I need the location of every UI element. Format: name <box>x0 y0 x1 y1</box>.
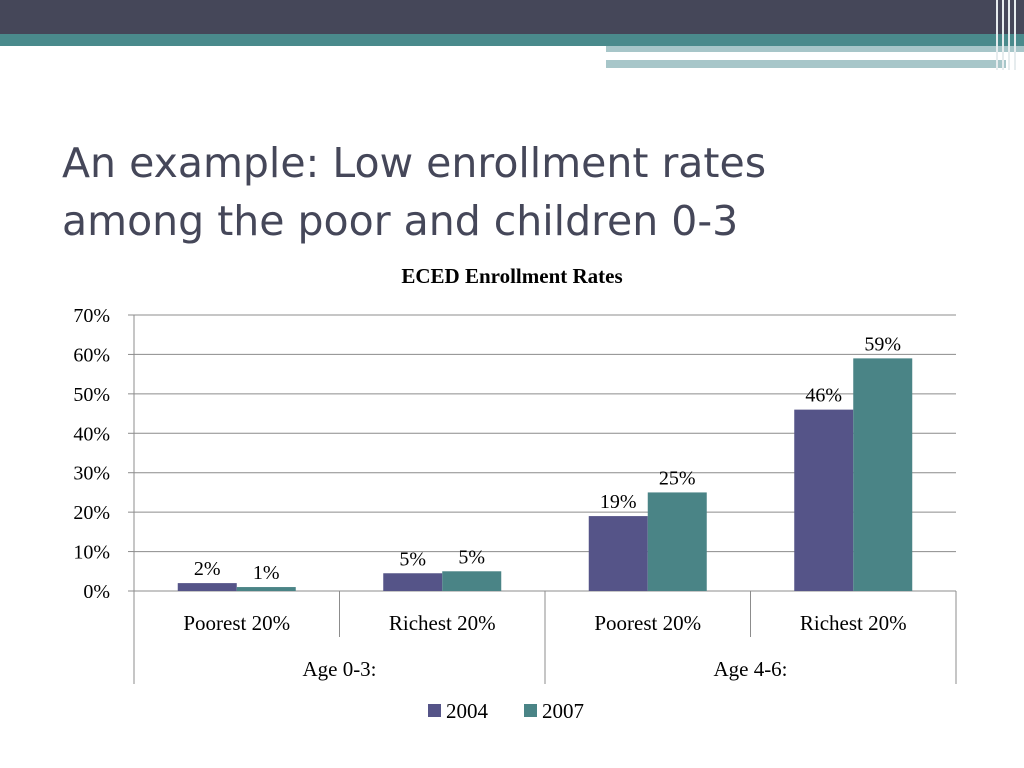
y-tick-label: 0% <box>83 581 110 603</box>
legend-swatch <box>524 704 537 717</box>
header-vertical-lines <box>990 0 1024 70</box>
bar-2004 <box>177 583 237 591</box>
y-tick-label: 30% <box>73 463 110 485</box>
data-label: 5% <box>458 546 485 568</box>
y-tick-label: 70% <box>73 305 110 327</box>
data-label: 25% <box>659 467 696 489</box>
slide-title-line-1: An example: Low enrollment rates <box>62 139 767 187</box>
data-label: 2% <box>194 558 221 580</box>
data-label: 5% <box>399 548 426 570</box>
bar-2007 <box>853 358 913 591</box>
x-category-label: Richest 20% <box>389 611 496 635</box>
x-category-label: Poorest 20% <box>594 611 701 635</box>
data-label: 1% <box>253 562 280 584</box>
x-category-label: Richest 20% <box>800 611 907 635</box>
header-light-stripe-lower <box>606 60 1006 68</box>
slide-title: An example: Low enrollment rates among th… <box>62 134 962 250</box>
data-label: 59% <box>864 333 901 355</box>
y-tick-label: 50% <box>73 384 110 406</box>
bar-2004 <box>794 409 854 591</box>
y-tick-label: 40% <box>73 423 110 445</box>
header-teal-band <box>0 34 1024 46</box>
header-light-stripe <box>606 46 1024 52</box>
chart-title: ECED Enrollment Rates <box>401 264 623 288</box>
x-group-label: Age 4-6: <box>713 657 787 681</box>
bar-2007 <box>442 571 502 591</box>
header-dark-band <box>0 0 1024 34</box>
y-tick-label: 60% <box>73 344 110 366</box>
bar-2004 <box>383 573 443 591</box>
legend-label: 2004 <box>446 699 489 723</box>
bar-2007 <box>647 492 707 591</box>
bar-2004 <box>588 516 648 591</box>
slide-title-line-2: among the poor and children 0-3 <box>62 197 739 245</box>
x-category-label: Poorest 20% <box>183 611 290 635</box>
bar-2007 <box>236 587 296 591</box>
legend-label: 2007 <box>542 699 584 723</box>
legend-swatch <box>428 704 441 717</box>
y-tick-label: 10% <box>73 542 110 564</box>
x-group-label: Age 0-3: <box>302 657 376 681</box>
header-white-line <box>606 55 950 57</box>
data-label: 19% <box>600 491 637 513</box>
y-tick-label: 20% <box>73 502 110 524</box>
data-label: 46% <box>805 385 842 407</box>
